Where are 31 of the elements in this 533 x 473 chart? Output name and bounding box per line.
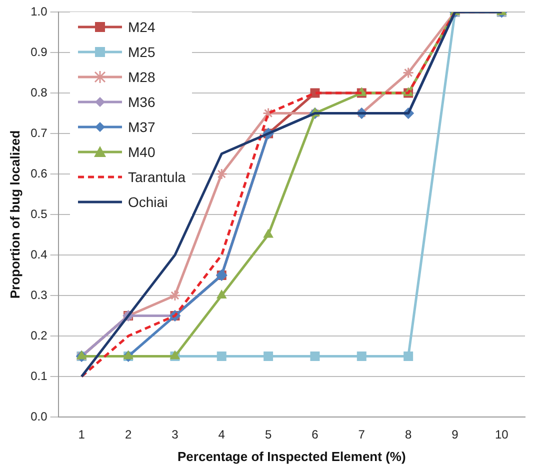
- x-tick-label: 4: [218, 428, 226, 442]
- x-tick-label: 6: [312, 428, 319, 442]
- y-tick-label: 0.5: [30, 206, 48, 221]
- x-tick-label: 1: [78, 428, 86, 442]
- legend-label: Tarantula: [128, 168, 186, 184]
- x-axis-title: Percentage of Inspected Element (%): [178, 448, 406, 464]
- y-axis-title: Proportion of bug localized: [7, 130, 22, 299]
- y-tick-label: 0.4: [30, 247, 48, 262]
- y-tick-label: 0.6: [30, 166, 48, 180]
- x-tick-label: 8: [404, 428, 412, 442]
- y-tick-label: 0.7: [30, 126, 48, 140]
- y-tick-label: 0.2: [30, 328, 48, 342]
- y-tick-label: 0.9: [30, 44, 48, 59]
- y-tick-label: 0.3: [30, 288, 48, 302]
- y-tick-label: 0.0: [30, 409, 48, 424]
- x-tick-label: 9: [452, 428, 459, 442]
- y-tick-label: 1.0: [30, 4, 48, 18]
- y-tick-label: 0.8: [30, 85, 48, 100]
- legend-label: M24: [128, 18, 156, 34]
- x-tick-label: 5: [264, 428, 272, 442]
- legend-label: M36: [128, 94, 156, 110]
- legend-label: M40: [128, 144, 156, 160]
- y-tick-label: 0.1: [30, 368, 48, 383]
- x-tick-label: 7: [358, 428, 366, 442]
- legend-label: M37: [128, 118, 156, 134]
- x-tick-label: 3: [172, 428, 179, 442]
- x-tick-label: 10: [494, 428, 509, 442]
- x-tick-label: 2: [124, 428, 132, 442]
- legend-label: M28: [128, 68, 156, 84]
- legend-label: Ochiai: [128, 194, 168, 210]
- legend-label: M25: [128, 44, 156, 60]
